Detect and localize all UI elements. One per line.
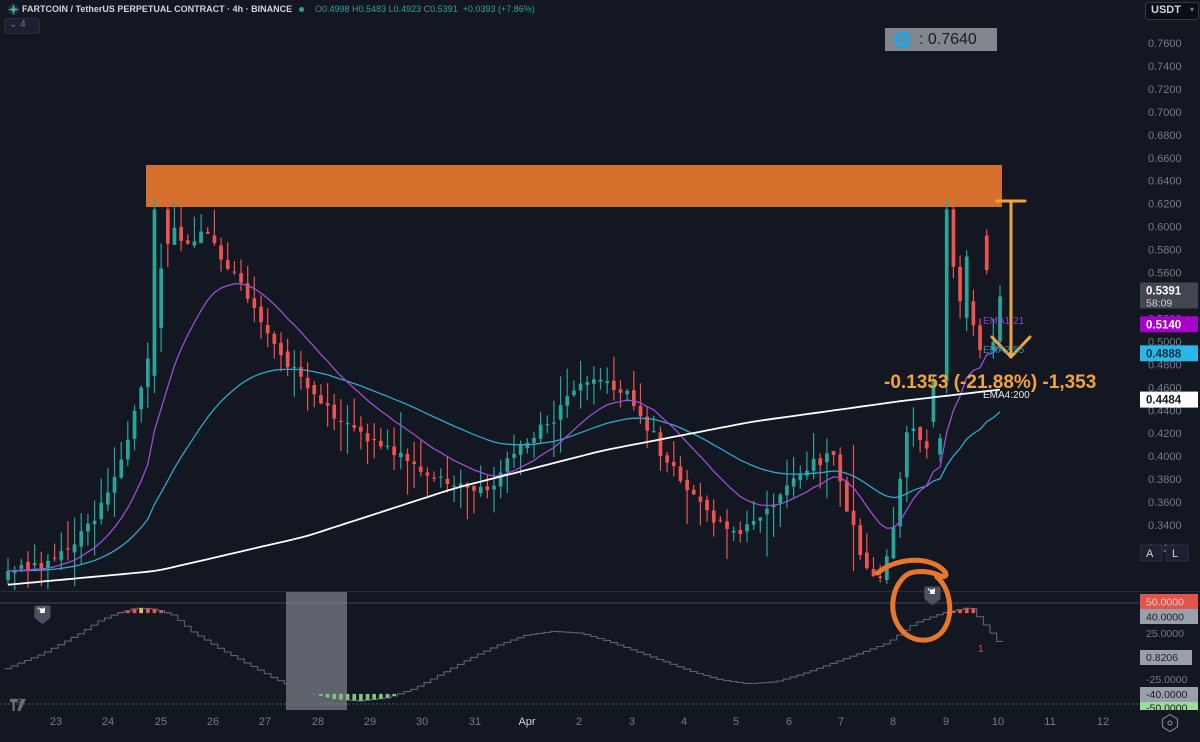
svg-text:0.8206: 0.8206 — [1146, 652, 1178, 664]
svg-text:0.5800: 0.5800 — [1148, 245, 1182, 257]
svg-text:12: 12 — [1097, 716, 1109, 728]
svg-text:26: 26 — [207, 716, 219, 728]
svg-text:0.3800: 0.3800 — [1148, 474, 1182, 486]
svg-text:31: 31 — [469, 716, 481, 728]
svg-text:A: A — [1146, 548, 1154, 560]
svg-text:5: 5 — [733, 716, 739, 728]
svg-text:27: 27 — [259, 716, 271, 728]
svg-text:3: 3 — [629, 716, 635, 728]
svg-text:0.4484: 0.4484 — [1146, 395, 1182, 407]
svg-text:0.6400: 0.6400 — [1148, 176, 1182, 188]
svg-text:0.4000: 0.4000 — [1148, 451, 1182, 463]
svg-text:0.7600: 0.7600 — [1148, 38, 1182, 50]
svg-text:25.0000: 25.0000 — [1146, 628, 1184, 640]
svg-text:0.3400: 0.3400 — [1148, 520, 1182, 532]
svg-text:EMA1:21: EMA1:21 — [983, 316, 1025, 327]
svg-text:0.6000: 0.6000 — [1148, 222, 1182, 234]
svg-text:-25.0000: -25.0000 — [1146, 674, 1188, 686]
svg-text:EMA4:200: EMA4:200 — [983, 390, 1030, 401]
svg-text:23: 23 — [50, 716, 62, 728]
svg-text:0.5140: 0.5140 — [1146, 319, 1181, 331]
svg-text:25: 25 — [155, 716, 167, 728]
svg-text:29: 29 — [364, 716, 376, 728]
svg-text:-40.0000: -40.0000 — [1146, 689, 1188, 701]
svg-text:40.0000: 40.0000 — [1146, 612, 1184, 624]
svg-text:Apr: Apr — [518, 716, 535, 728]
svg-text:28: 28 — [312, 716, 324, 728]
svg-text:6: 6 — [786, 716, 792, 728]
svg-text:11: 11 — [1044, 716, 1055, 728]
svg-text:0.6800: 0.6800 — [1148, 130, 1182, 142]
svg-text:0.7000: 0.7000 — [1148, 107, 1182, 119]
svg-text:0.4200: 0.4200 — [1148, 428, 1182, 440]
svg-text:50.0000: 50.0000 — [1146, 597, 1184, 609]
svg-text:0.4888: 0.4888 — [1146, 348, 1182, 360]
svg-text:30: 30 — [416, 716, 428, 728]
svg-text:7: 7 — [838, 716, 844, 728]
svg-text:0.5600: 0.5600 — [1148, 268, 1182, 280]
svg-text:0.7200: 0.7200 — [1148, 84, 1182, 96]
svg-text:4: 4 — [681, 716, 687, 728]
svg-text:0.3600: 0.3600 — [1148, 497, 1182, 509]
svg-text:9: 9 — [943, 716, 949, 728]
svg-text:0.7400: 0.7400 — [1148, 61, 1182, 73]
svg-text:EMA2:55: EMA2:55 — [983, 345, 1025, 356]
svg-text:0.6200: 0.6200 — [1148, 199, 1182, 211]
svg-text:58:09: 58:09 — [1146, 298, 1172, 310]
svg-text:8: 8 — [890, 716, 896, 728]
svg-text:24: 24 — [102, 716, 114, 728]
svg-text:L: L — [1172, 548, 1178, 560]
svg-text:-50.0000: -50.0000 — [1146, 703, 1188, 711]
svg-text:0.6600: 0.6600 — [1148, 153, 1182, 165]
svg-text:2: 2 — [576, 716, 582, 728]
svg-text:10: 10 — [992, 716, 1004, 728]
svg-text:0.5391: 0.5391 — [1146, 286, 1182, 298]
